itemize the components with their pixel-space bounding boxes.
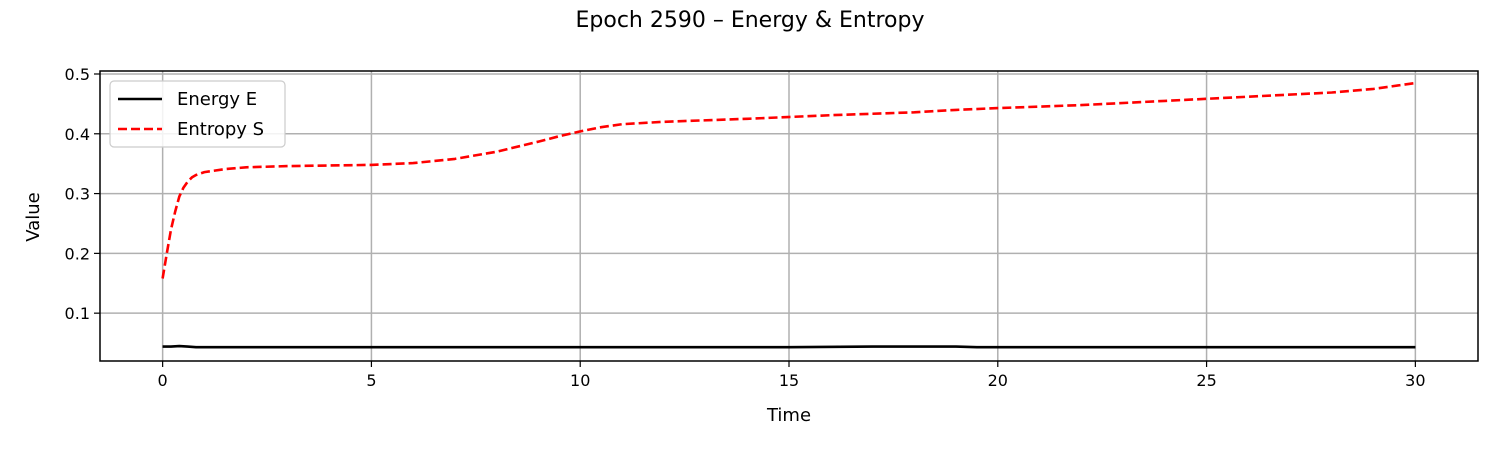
series-layer <box>161 81 1416 349</box>
chart-title: Epoch 2590 – Energy & Entropy <box>576 8 925 33</box>
x-tick-label: 20 <box>988 371 1008 390</box>
x-tick-label: 5 <box>366 371 376 390</box>
y-axis-label: Value <box>23 192 44 241</box>
series-line-energy-e <box>162 344 1416 349</box>
y-tick-label: 0.1 <box>65 304 90 323</box>
x-tick-label: 10 <box>570 371 590 390</box>
y-tick-label: 0.4 <box>65 125 90 144</box>
legend-label: Energy E <box>177 89 257 110</box>
y-tick-label: 0.3 <box>65 185 90 204</box>
y-tick-label: 0.2 <box>65 244 90 263</box>
x-tick-label: 30 <box>1405 371 1425 390</box>
legend: Energy E Entropy S <box>109 80 286 148</box>
grid-layer <box>100 71 1478 361</box>
legend-box <box>109 80 286 148</box>
tick-layer: 0 5 10 15 20 25 30 0.1 0.2 0.3 0.4 0.5 <box>65 65 1426 390</box>
y-tick-label: 0.5 <box>65 65 90 84</box>
x-tick-label: 25 <box>1196 371 1216 390</box>
x-tick-label: 0 <box>158 371 168 390</box>
legend-label: Entropy S <box>177 119 264 140</box>
series-line-entropy-s <box>161 81 1416 279</box>
x-tick-label: 15 <box>779 371 799 390</box>
x-axis-label: Time <box>766 405 811 426</box>
